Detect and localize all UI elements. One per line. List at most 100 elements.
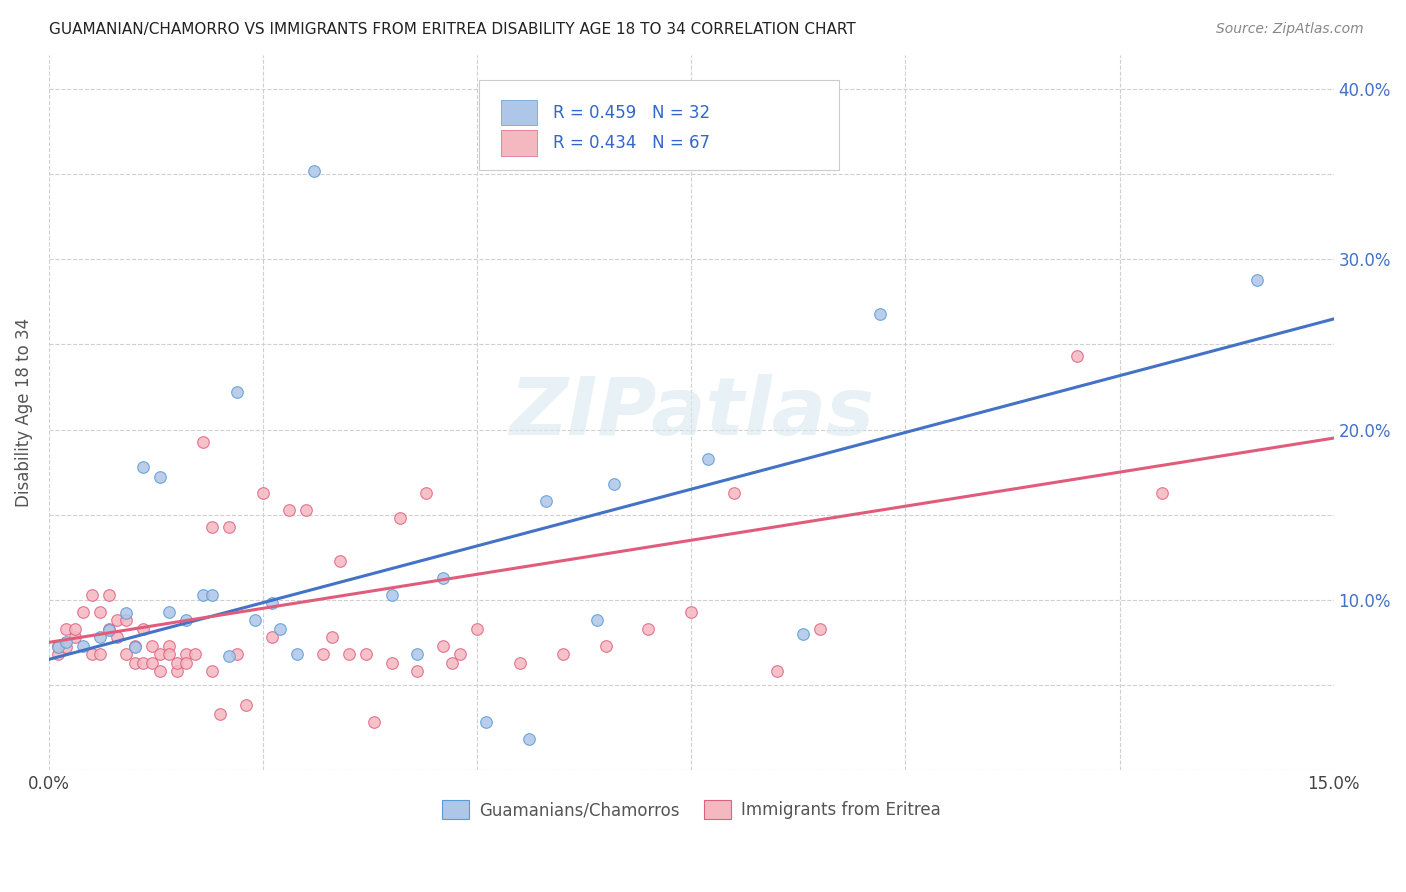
Point bbox=[157, 605, 180, 619]
Point bbox=[586, 613, 609, 627]
Point bbox=[149, 470, 172, 484]
Text: R = 0.459   N = 32: R = 0.459 N = 32 bbox=[553, 103, 710, 121]
Point bbox=[218, 648, 240, 663]
Point bbox=[183, 647, 205, 661]
Point bbox=[595, 639, 617, 653]
Point bbox=[681, 605, 703, 619]
Point bbox=[157, 639, 180, 653]
Point bbox=[72, 605, 94, 619]
Point bbox=[97, 624, 120, 638]
Point bbox=[1152, 485, 1174, 500]
Point bbox=[637, 622, 659, 636]
Point bbox=[63, 630, 86, 644]
Point bbox=[55, 640, 77, 655]
Point bbox=[792, 627, 814, 641]
Point bbox=[124, 639, 146, 653]
Point bbox=[509, 656, 531, 670]
Point bbox=[295, 502, 318, 516]
Point bbox=[465, 622, 488, 636]
Text: R = 0.434   N = 67: R = 0.434 N = 67 bbox=[553, 134, 710, 152]
Point bbox=[149, 665, 172, 679]
Point bbox=[723, 485, 745, 500]
Point bbox=[97, 622, 120, 636]
Point bbox=[363, 715, 385, 730]
Point bbox=[603, 477, 626, 491]
Point bbox=[474, 715, 496, 730]
Point bbox=[226, 385, 249, 400]
Point bbox=[166, 665, 188, 679]
Point bbox=[260, 630, 283, 644]
Point bbox=[201, 519, 224, 533]
Text: GUAMANIAN/CHAMORRO VS IMMIGRANTS FROM ERITREA DISABILITY AGE 18 TO 34 CORRELATIO: GUAMANIAN/CHAMORRO VS IMMIGRANTS FROM ER… bbox=[49, 22, 856, 37]
Point bbox=[380, 656, 402, 670]
Point bbox=[432, 639, 454, 653]
Point bbox=[218, 519, 240, 533]
Point bbox=[107, 613, 129, 627]
Point bbox=[380, 588, 402, 602]
Point bbox=[329, 554, 352, 568]
Point bbox=[55, 622, 77, 636]
Point bbox=[354, 647, 377, 661]
Point bbox=[166, 656, 188, 670]
Point bbox=[285, 647, 308, 661]
Point bbox=[517, 732, 540, 747]
Point bbox=[415, 485, 437, 500]
Point bbox=[115, 613, 138, 627]
Point bbox=[132, 622, 155, 636]
Point bbox=[201, 588, 224, 602]
Point bbox=[226, 647, 249, 661]
Point bbox=[89, 647, 111, 661]
Point bbox=[432, 571, 454, 585]
Point bbox=[235, 698, 257, 713]
Point bbox=[766, 665, 789, 679]
Point bbox=[124, 640, 146, 655]
Point bbox=[808, 622, 831, 636]
Point bbox=[149, 647, 172, 661]
Point bbox=[174, 656, 197, 670]
Point bbox=[243, 613, 266, 627]
Point bbox=[141, 639, 163, 653]
Point bbox=[157, 647, 180, 661]
Point bbox=[252, 485, 274, 500]
Legend: Guamanians/Chamorros, Immigrants from Eritrea: Guamanians/Chamorros, Immigrants from Er… bbox=[436, 793, 948, 826]
Point bbox=[277, 502, 299, 516]
Point bbox=[89, 605, 111, 619]
Point bbox=[551, 647, 574, 661]
Point bbox=[63, 622, 86, 636]
Point bbox=[174, 613, 197, 627]
FancyBboxPatch shape bbox=[501, 100, 537, 126]
Point bbox=[406, 647, 429, 661]
Y-axis label: Disability Age 18 to 34: Disability Age 18 to 34 bbox=[15, 318, 32, 508]
Point bbox=[449, 647, 471, 661]
Point bbox=[89, 630, 111, 644]
Point bbox=[312, 647, 335, 661]
Point bbox=[209, 706, 232, 721]
Point bbox=[46, 639, 69, 653]
Point bbox=[260, 596, 283, 610]
Point bbox=[1246, 273, 1268, 287]
Text: Source: ZipAtlas.com: Source: ZipAtlas.com bbox=[1216, 22, 1364, 37]
Point bbox=[97, 588, 120, 602]
Point bbox=[191, 434, 214, 449]
Point bbox=[697, 451, 720, 466]
Point bbox=[132, 460, 155, 475]
Point bbox=[46, 647, 69, 661]
Point bbox=[269, 622, 291, 636]
Point bbox=[107, 630, 129, 644]
Point bbox=[124, 656, 146, 670]
Point bbox=[191, 588, 214, 602]
Point bbox=[321, 630, 343, 644]
FancyBboxPatch shape bbox=[479, 80, 839, 169]
Point bbox=[1066, 350, 1088, 364]
Point bbox=[46, 640, 69, 655]
Point bbox=[337, 647, 360, 661]
Point bbox=[115, 607, 138, 621]
Point bbox=[72, 639, 94, 653]
Point bbox=[440, 656, 463, 670]
Point bbox=[55, 635, 77, 649]
Point bbox=[201, 665, 224, 679]
Point bbox=[80, 588, 103, 602]
Text: ZIPatlas: ZIPatlas bbox=[509, 374, 873, 451]
Point bbox=[869, 307, 891, 321]
Point bbox=[115, 647, 138, 661]
